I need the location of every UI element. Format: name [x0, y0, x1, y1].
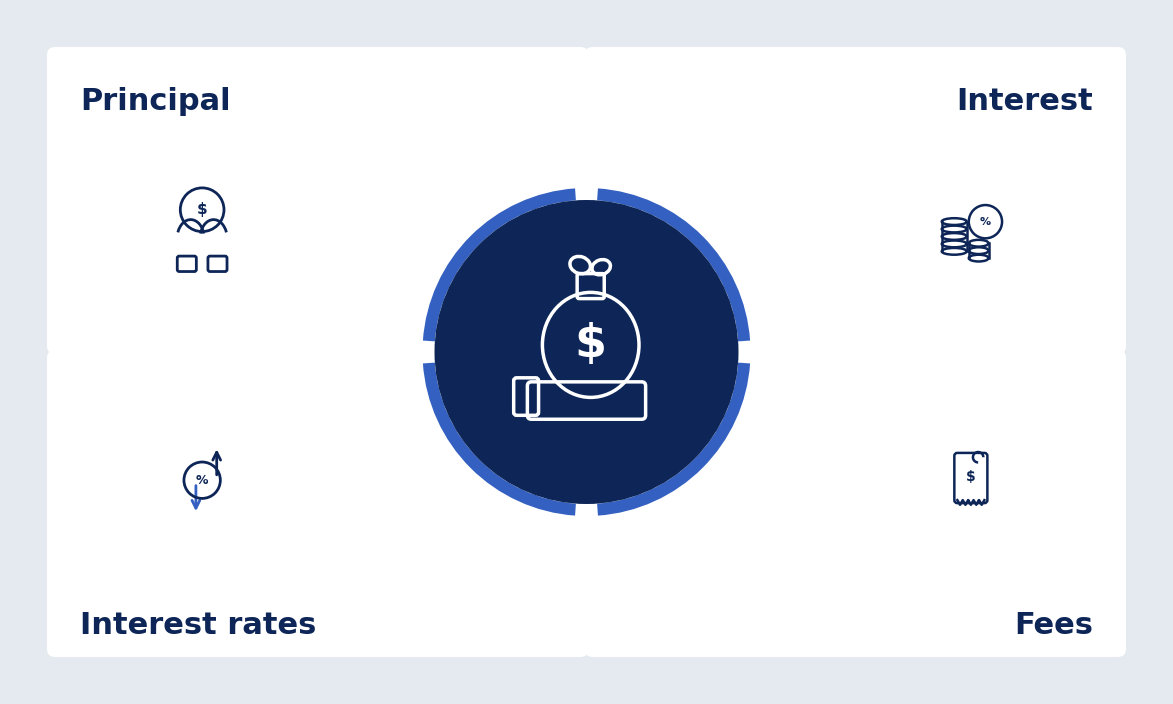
Text: Principal: Principal: [80, 87, 231, 116]
Wedge shape: [423, 363, 576, 515]
Text: Fees: Fees: [1013, 611, 1093, 640]
Text: %: %: [196, 474, 209, 486]
FancyBboxPatch shape: [47, 350, 589, 657]
FancyBboxPatch shape: [47, 47, 589, 354]
Wedge shape: [597, 189, 750, 341]
Text: %: %: [979, 217, 991, 227]
FancyBboxPatch shape: [584, 350, 1126, 657]
Text: $: $: [967, 470, 976, 484]
Text: $: $: [197, 202, 208, 218]
Wedge shape: [597, 363, 750, 515]
Wedge shape: [423, 189, 576, 341]
Text: Interest: Interest: [956, 87, 1093, 116]
FancyBboxPatch shape: [584, 47, 1126, 354]
Text: Interest rates: Interest rates: [80, 611, 317, 640]
Circle shape: [434, 200, 739, 504]
Text: $: $: [575, 322, 606, 367]
